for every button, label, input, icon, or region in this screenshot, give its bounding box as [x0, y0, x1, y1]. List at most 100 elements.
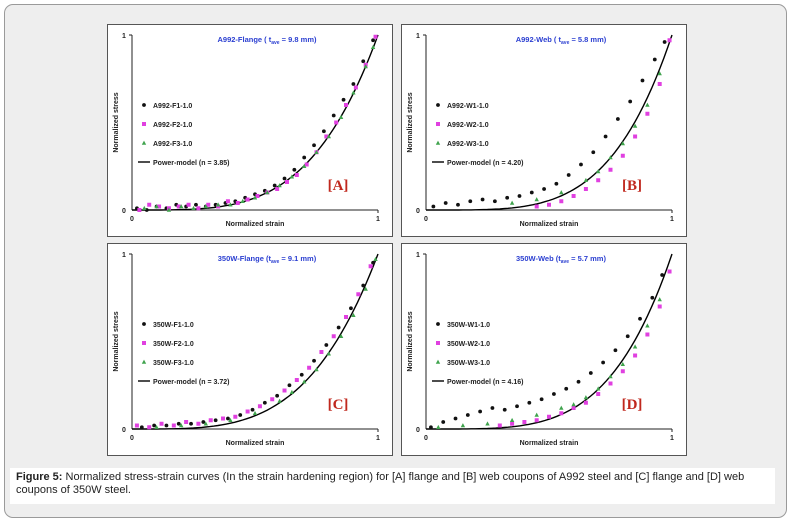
data-point-square	[510, 421, 515, 426]
data-point-triangle	[228, 417, 233, 423]
data-point-square	[282, 388, 287, 393]
chart-title-main: A992-Web ( t	[516, 35, 562, 44]
caption-label: Figure 5:	[16, 471, 63, 483]
data-point-dot	[152, 423, 157, 428]
data-point-dot	[250, 407, 255, 412]
data-point-square	[344, 103, 349, 107]
legend-label: A992-F2-1.0	[153, 122, 192, 129]
panel-label: [A]	[328, 178, 349, 194]
data-point-square	[284, 180, 289, 184]
data-point-dot	[527, 400, 532, 405]
data-point-square	[667, 38, 672, 43]
legend-label: A992-F3-1.0	[153, 141, 192, 148]
data-point-dot	[576, 379, 581, 384]
data-point-triangle	[534, 197, 539, 202]
data-point-triangle	[191, 205, 196, 211]
data-point-triangle	[252, 195, 258, 200]
data-point-square	[233, 414, 238, 419]
data-point-dot	[490, 406, 495, 410]
chart-title: A992-Web ( tave = 5.8 mm)	[516, 35, 607, 46]
y-tick-label: 0	[122, 208, 126, 215]
chart-title-rest: = 9.1 mm)	[279, 254, 316, 263]
data-point-triangle	[302, 163, 307, 169]
chart-title-main: 350W-Web (t	[516, 254, 561, 263]
data-point-square	[171, 423, 176, 428]
data-point-dot	[650, 295, 655, 300]
data-point-dot	[275, 393, 280, 398]
data-point-square	[596, 392, 601, 396]
legend-label: Power-model (n = 3.72)	[153, 379, 229, 386]
data-point-square	[147, 425, 152, 430]
data-point-triangle	[179, 204, 184, 209]
data-point-triangle	[534, 412, 539, 417]
data-point-triangle	[203, 421, 208, 426]
y-tick-label: 1	[122, 33, 126, 40]
data-point-dot	[194, 202, 198, 207]
data-point-dot	[505, 195, 510, 200]
data-point-triangle	[289, 389, 295, 395]
data-point-square	[176, 204, 181, 209]
data-point-square	[596, 178, 601, 183]
data-point-dot	[189, 421, 193, 426]
data-point-dot	[564, 386, 569, 391]
data-point-dot	[480, 197, 485, 202]
y-axis-label: Normalized stress	[407, 92, 414, 152]
x-tick-label: 1	[376, 216, 380, 223]
data-point-dot	[361, 283, 366, 288]
data-point-square	[633, 134, 638, 139]
chart-panel-d: 0 1 0 1 Normalized strain Normalized stress 35…	[401, 243, 687, 456]
data-point-square	[134, 423, 139, 428]
data-point-square	[608, 381, 613, 386]
data-point-dot	[640, 78, 645, 83]
data-point-dot	[431, 204, 436, 209]
legend-label: 350W-F3-1.0	[153, 360, 194, 367]
data-point-square	[275, 187, 280, 191]
legend-label: 350W-W1-1.0	[447, 322, 490, 329]
data-point-dot	[331, 113, 336, 118]
legend-marker	[436, 122, 440, 126]
data-point-triangle	[338, 114, 344, 120]
data-point-triangle	[265, 190, 270, 195]
data-point-triangle	[596, 169, 601, 174]
legend-marker	[142, 322, 146, 326]
data-point-triangle	[632, 123, 638, 128]
data-point-square	[235, 201, 240, 205]
x-axis-label: Normalized strain	[226, 440, 285, 447]
data-point-square	[645, 332, 650, 337]
data-point-dot	[139, 425, 144, 430]
data-point-triangle	[166, 207, 172, 212]
data-point-dot	[272, 183, 277, 188]
data-point-square	[583, 400, 588, 405]
chart-title-subscript: ave	[271, 40, 280, 46]
y-tick-label: 0	[122, 427, 126, 434]
legend-marker	[436, 322, 440, 326]
x-axis-label: Normalized strain	[520, 440, 579, 447]
data-point-dot	[615, 117, 620, 121]
y-axis-label: Normalized stress	[407, 311, 414, 371]
data-point-triangle	[485, 421, 490, 426]
legend-marker	[141, 140, 147, 145]
data-point-triangle	[373, 256, 378, 262]
chart-title: 350W-Web (tave = 5.7 mm)	[516, 254, 606, 265]
data-point-triangle	[228, 202, 233, 207]
legend-marker	[142, 341, 146, 345]
data-point-square	[225, 199, 230, 204]
data-point-dot	[282, 176, 287, 181]
chart-title-subscript: ave	[271, 259, 280, 265]
data-point-dot	[468, 199, 473, 204]
data-point-square	[368, 264, 373, 269]
data-point-square	[245, 409, 250, 414]
legend-marker	[142, 103, 146, 107]
data-point-triangle	[620, 361, 625, 367]
legend-label: 350W-W3-1.0	[447, 360, 490, 367]
data-point-dot	[429, 425, 433, 430]
data-point-dot	[579, 162, 583, 167]
caption-text: Normalized stress-strain curves (In the …	[16, 471, 745, 496]
data-point-dot	[601, 360, 606, 365]
data-point-square	[356, 292, 361, 297]
data-point-dot	[638, 316, 642, 321]
y-axis-label: Normalized stress	[113, 92, 120, 152]
data-point-dot	[336, 325, 341, 330]
data-point-square	[353, 85, 358, 90]
data-point-square	[571, 194, 576, 198]
